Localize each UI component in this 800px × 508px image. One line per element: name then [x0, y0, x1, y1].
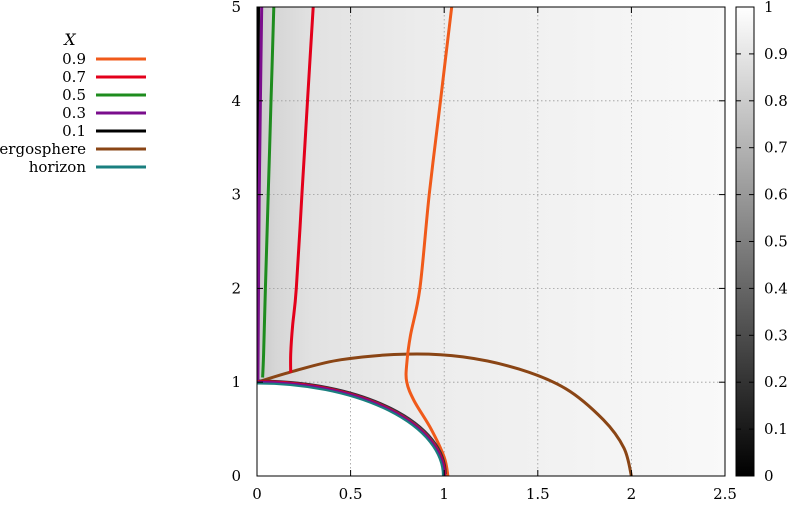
horizon-interior	[257, 382, 445, 476]
series-line-ergosphere	[257, 352, 633, 476]
colorbar-tick-label: 0.2	[764, 373, 788, 391]
colorbar-tick-label: 0.6	[764, 186, 788, 204]
series-line-near-horizon	[257, 380, 446, 476]
colorbar-tick-label: 1	[764, 0, 774, 16]
legend-label: 0.7	[62, 68, 86, 86]
colorbar-tick-label: 0.9	[764, 45, 788, 63]
y-tick-label: 5	[231, 0, 241, 16]
x-tick-label: 2.5	[713, 485, 737, 503]
colorbar-tick-label: 0.4	[764, 279, 788, 297]
series-line-horizon-edge	[258, 379, 447, 475]
colorbar-tick-label: 0.7	[764, 139, 788, 157]
x-tick-label: 1.5	[526, 485, 550, 503]
x-tick-label: 2	[627, 485, 637, 503]
legend-title: X	[62, 30, 76, 49]
y-tick-label: 0	[231, 467, 241, 485]
legend-label: horizon	[29, 158, 87, 176]
series-line-x-05	[261, 7, 276, 378]
series-line-x-09	[404, 7, 454, 476]
x-tick-label: 1	[439, 485, 449, 503]
y-tick-label: 3	[231, 186, 241, 204]
legend-label: 0.3	[62, 104, 86, 122]
colorbar-tick-label: 0	[764, 467, 774, 485]
y-tick-label: 4	[231, 92, 241, 110]
x-tick-label: 0	[252, 485, 262, 503]
colorbar-tick-label: 0.3	[764, 326, 788, 344]
colorbar-tick-label: 0.5	[764, 233, 788, 251]
plot-frame	[256, 6, 726, 477]
colorbar-tick-label: 0.8	[764, 92, 788, 110]
x-tick-label: 0.5	[339, 485, 363, 503]
series-line-x-07	[289, 7, 315, 373]
y-tick-label: 2	[231, 279, 241, 297]
legend-label: 0.9	[62, 50, 86, 68]
legend-label: 0.5	[62, 86, 86, 104]
y-tick-label: 1	[231, 373, 241, 391]
colorbar-tick-label: 0.1	[764, 420, 788, 438]
legend-label: ergosphere	[0, 140, 86, 158]
legend-label: 0.1	[62, 122, 86, 140]
